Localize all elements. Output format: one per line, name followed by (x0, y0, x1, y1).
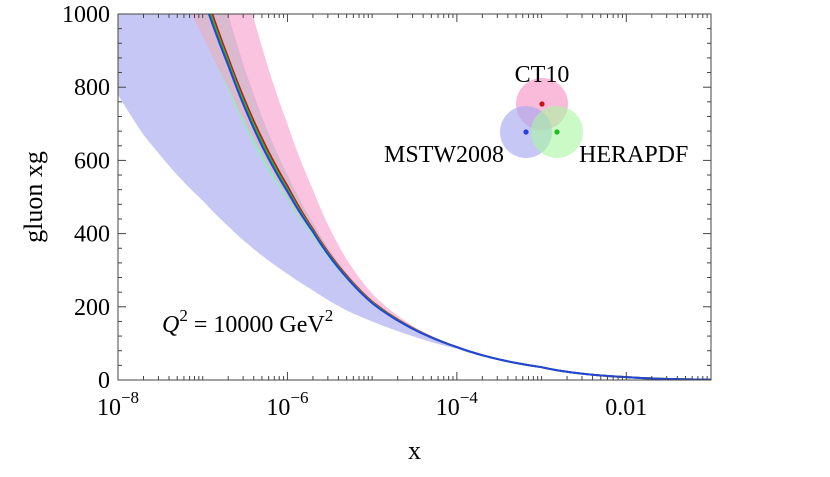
q2-value: = 10000 GeV (188, 312, 326, 338)
y-tick-label: 600 (74, 148, 110, 174)
x-axis-title: x (408, 436, 421, 465)
legend-dot-mstw2008 (523, 129, 529, 135)
plot-frame (117, 13, 712, 381)
band-mstw2008 (118, 14, 711, 380)
q-exponent: 2 (179, 306, 188, 325)
legend-dot-herapdf (554, 129, 560, 135)
legend: CT10 MSTW2008 HERAPDF (384, 62, 688, 168)
q2-annotation: Q2 = 10000 GeV2 (162, 306, 333, 338)
band-ct10 (191, 14, 711, 380)
x-tick-label: 10−8 (97, 388, 139, 421)
y-tick-label: 0 (98, 368, 110, 394)
legend-dot-ct10 (539, 101, 545, 107)
y-tick-label: 400 (74, 222, 110, 248)
y-tick-label: 1000 (62, 2, 110, 28)
line-mstw2008 (207, 14, 711, 380)
y-tick-label: 200 (74, 295, 110, 321)
x-tick-label: 0.01 (605, 395, 647, 421)
uncertainty-bands (118, 14, 711, 380)
unit-exponent: 2 (325, 306, 334, 325)
y-axis-title: gluon xg (19, 151, 48, 243)
y-axis: 0 200 400 600 800 1000 (62, 2, 711, 394)
x-tick-label: 10−4 (436, 388, 479, 421)
legend-label-herapdf: HERAPDF (579, 142, 688, 168)
x-tick-label: 10−6 (266, 388, 308, 421)
legend-label-mstw2008: MSTW2008 (384, 142, 504, 168)
y-tick-label: 800 (74, 75, 110, 101)
central-lines (207, 14, 711, 380)
x-axis: 10−8 10−6 10−4 0.01 (97, 14, 712, 421)
legend-label-ct10: CT10 (515, 62, 570, 88)
q-symbol: Q (162, 312, 179, 338)
